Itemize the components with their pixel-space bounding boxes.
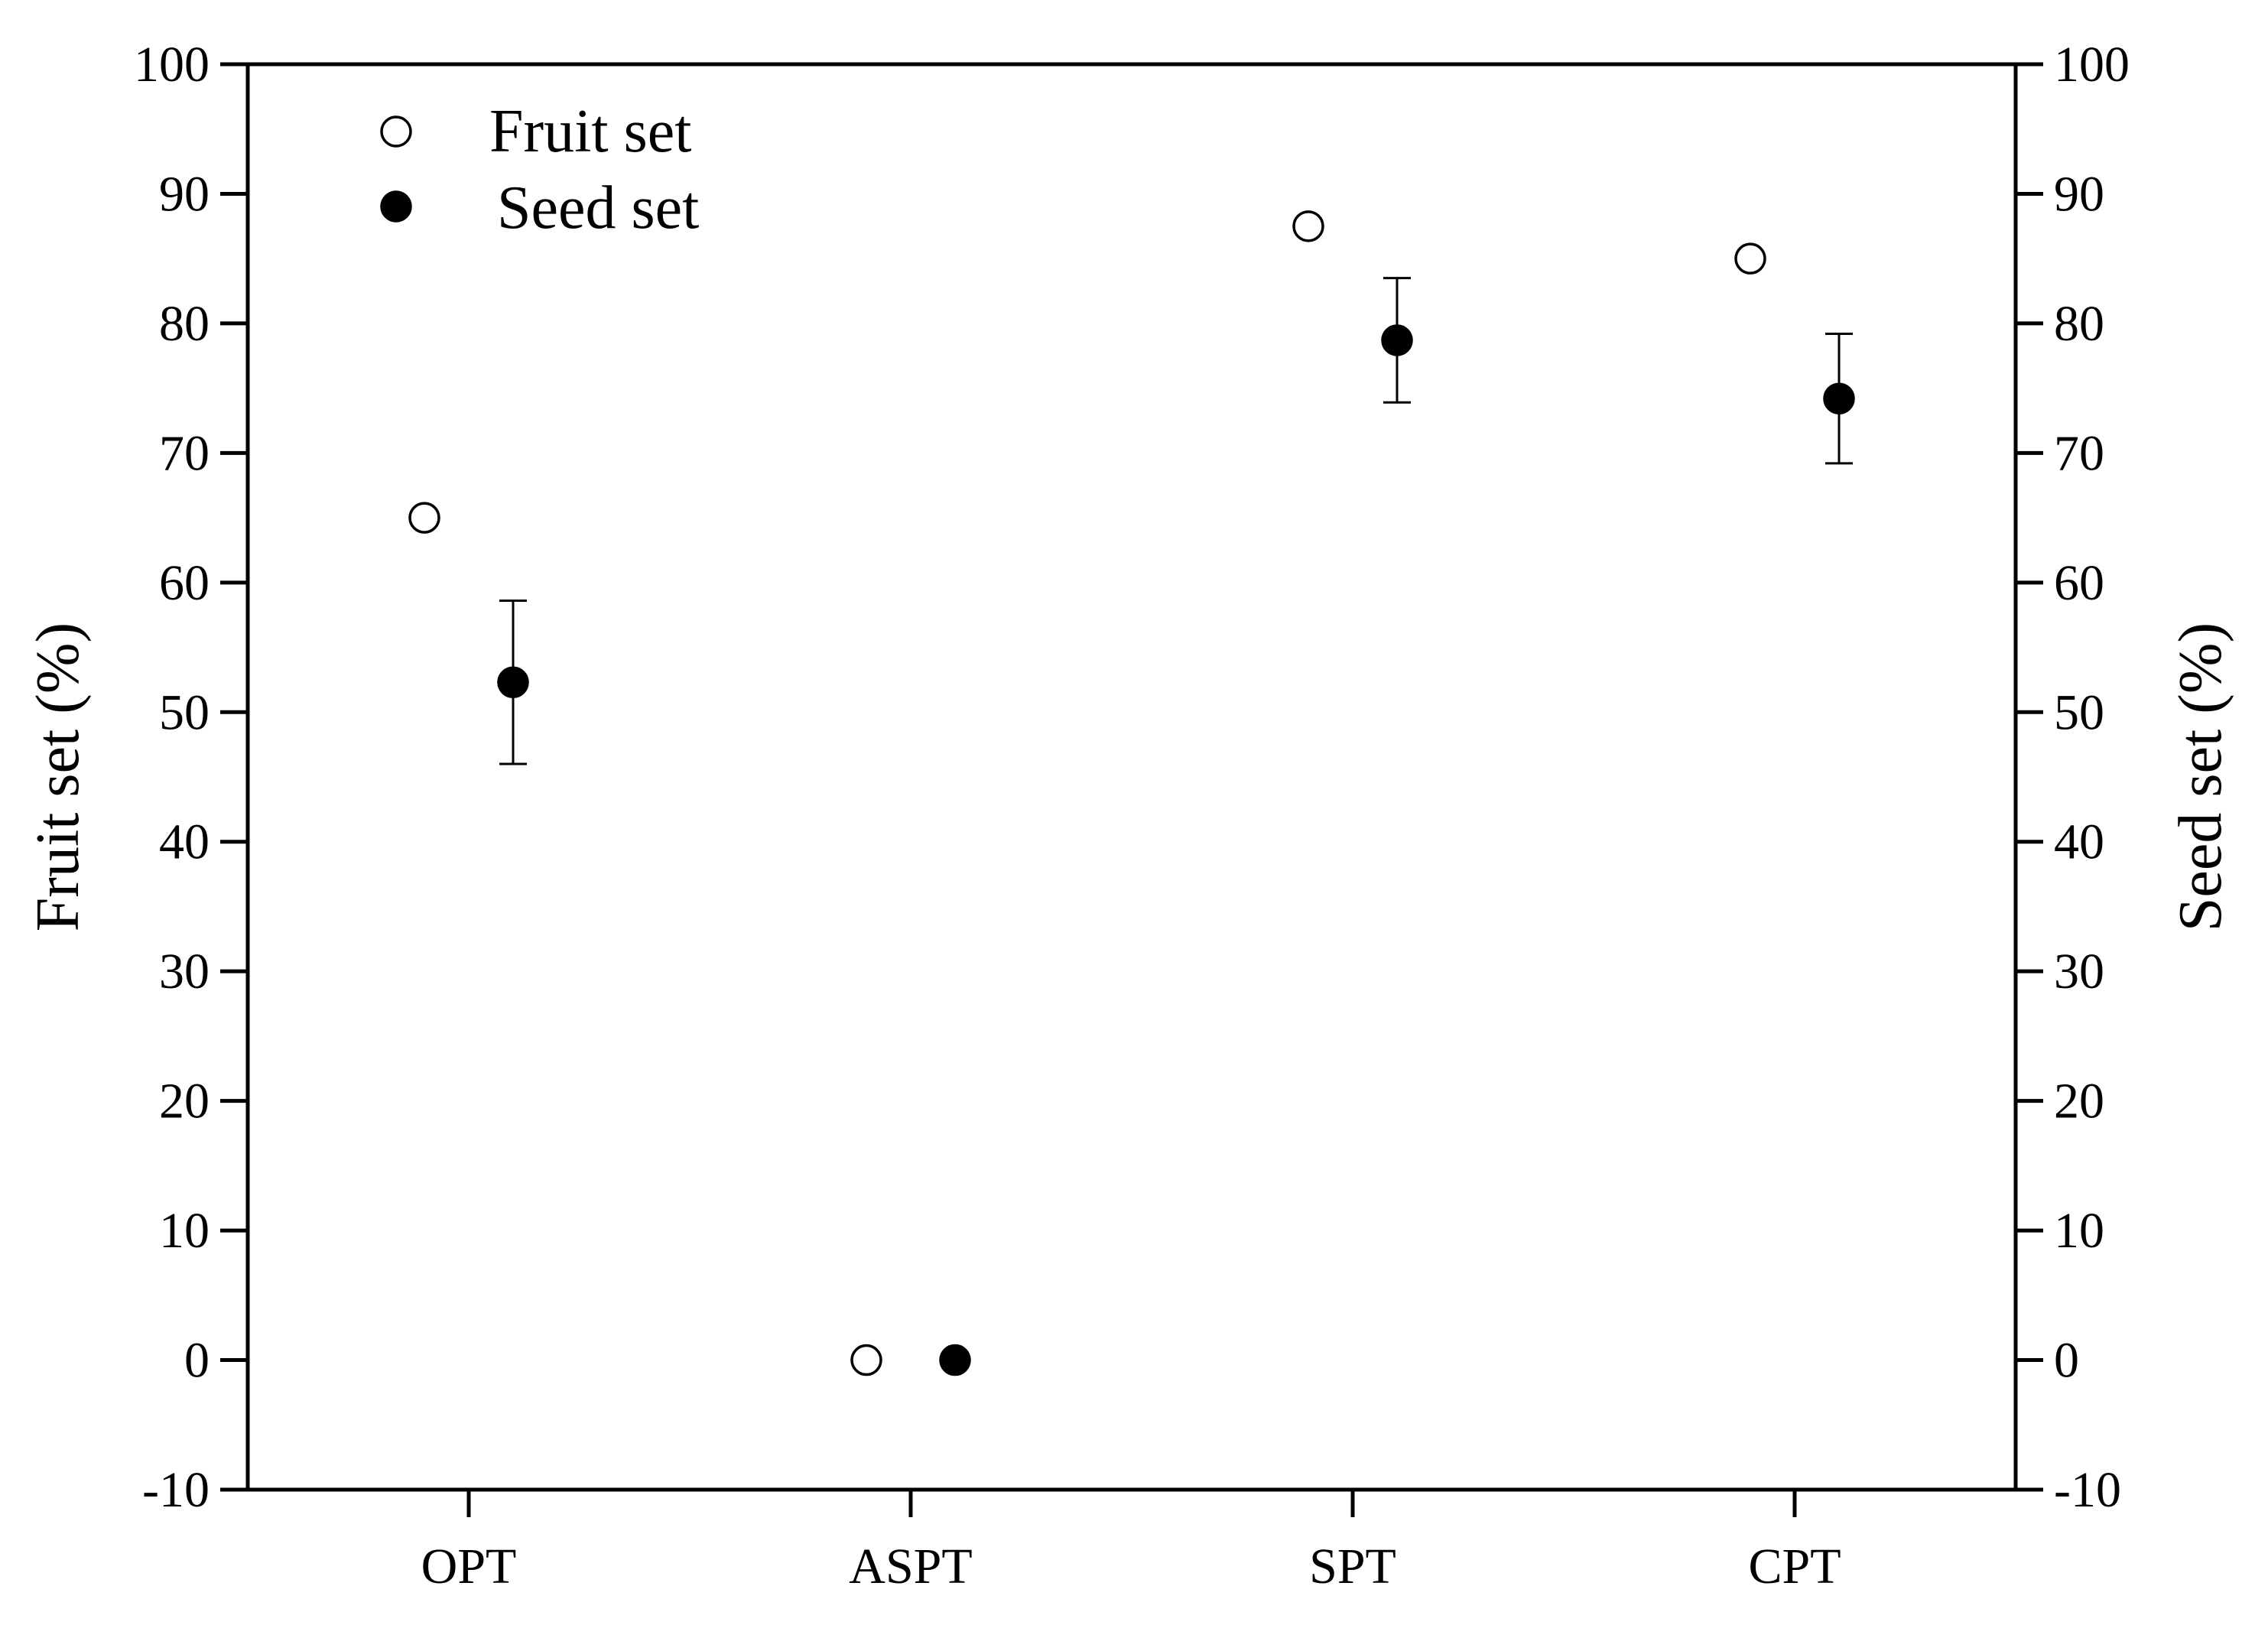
y-tick-label-right: 70 — [2054, 425, 2104, 481]
y-tick-label-right: 100 — [2054, 37, 2130, 93]
plot-frame — [245, 62, 2018, 1492]
y-axis-title-right: Seed set (%) — [2167, 622, 2234, 931]
data-point-seed-set — [1381, 324, 1413, 356]
y-axis-title-left: Fruit set (%) — [24, 622, 92, 931]
legend-label-seed-set: Seed set — [497, 174, 699, 242]
marks-layer — [408, 210, 1855, 1376]
data-point-seed-set — [497, 666, 529, 699]
data-point-fruit-set — [1734, 242, 1766, 275]
x-tick-label: OPT — [421, 1539, 517, 1594]
legend: Fruit set Seed set — [380, 98, 699, 242]
y-tick-label-left: 30 — [159, 944, 210, 999]
y-tick-label-right: 40 — [2054, 814, 2104, 870]
legend-label-fruit-set: Fruit set — [489, 98, 691, 165]
x-tick-label: SPT — [1309, 1539, 1396, 1594]
x-tick-label: ASPT — [849, 1539, 972, 1594]
axes-layer: -10 -10 0 0 10 10 20 20 30 30 40 40 50 50 60 60 70 70 80 80… — [134, 37, 2130, 1594]
data-point-seed-set — [939, 1344, 971, 1376]
y-tick-label-right: -10 — [2054, 1462, 2121, 1518]
y-tick-label-right: 80 — [2054, 296, 2104, 352]
y-tick-label-left: 0 — [184, 1333, 210, 1389]
y-tick-label-left: 100 — [134, 37, 210, 93]
y-tick-label-right: 10 — [2054, 1203, 2104, 1259]
data-point-fruit-set — [1292, 210, 1324, 242]
data-point-fruit-set — [408, 502, 440, 534]
y-tick-label-left: 60 — [159, 555, 210, 611]
y-tick-label-left: 90 — [159, 166, 210, 222]
y-tick-label-right: 90 — [2054, 166, 2104, 222]
legend-marker-fruit-set — [380, 115, 412, 148]
x-tick-label: CPT — [1748, 1539, 1841, 1594]
y-tick-label-left: 80 — [159, 296, 210, 352]
y-tick-label-left: 10 — [159, 1203, 210, 1259]
y-tick-label-left: 70 — [159, 425, 210, 481]
y-tick-label-left: 20 — [159, 1074, 210, 1129]
data-point-seed-set — [1823, 382, 1855, 414]
data-point-fruit-set — [850, 1344, 882, 1376]
y-tick-label-right: 60 — [2054, 555, 2104, 611]
y-tick-label-right: 30 — [2054, 944, 2104, 999]
y-tick-label-left: -10 — [142, 1462, 210, 1518]
legend-marker-seed-set — [380, 190, 412, 223]
y-tick-label-right: 20 — [2054, 1074, 2104, 1129]
y-tick-label-right: 50 — [2054, 684, 2104, 740]
y-tick-label-left: 40 — [159, 814, 210, 870]
y-tick-label-left: 50 — [159, 684, 210, 740]
y-tick-label-right: 0 — [2054, 1333, 2079, 1389]
